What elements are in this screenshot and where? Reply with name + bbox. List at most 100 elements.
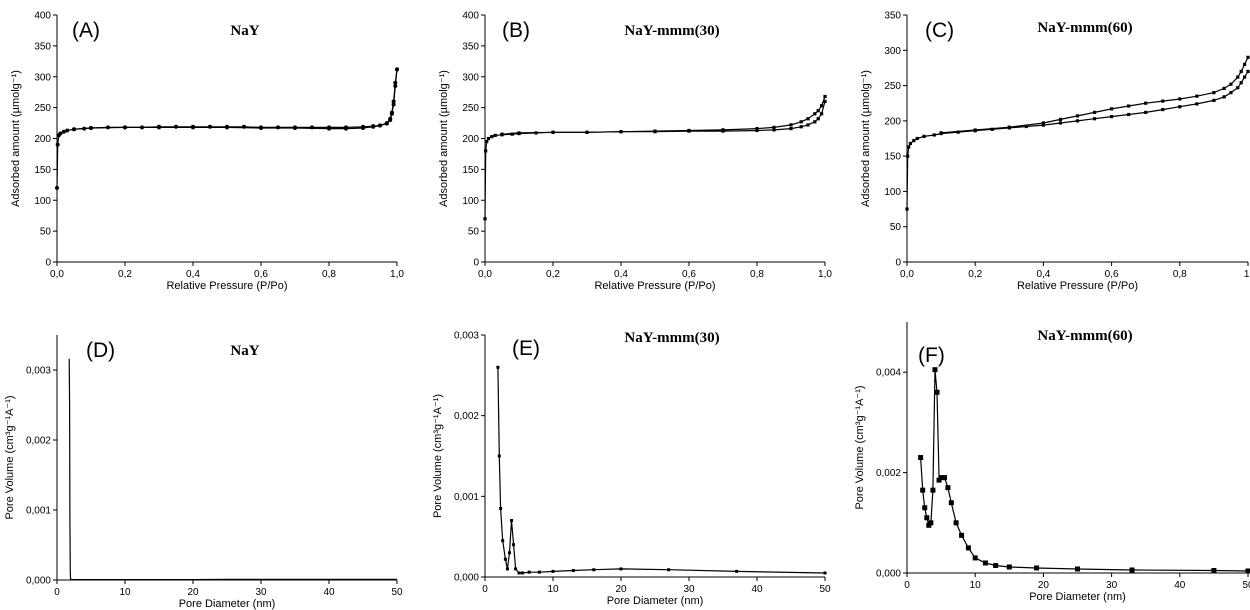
x-tick-label: 30 (255, 587, 267, 598)
data-point (89, 126, 93, 131)
data-point (1024, 124, 1028, 129)
data-point (512, 543, 516, 547)
y-tick-label: 0,000 (454, 573, 479, 584)
data-point (1041, 123, 1045, 127)
y-tick-label: 350 (884, 11, 901, 22)
data-point (391, 99, 396, 104)
data-point (930, 487, 936, 493)
data-point (1129, 567, 1135, 573)
y-tick-label: 0 (473, 258, 479, 269)
data-point (1144, 101, 1148, 105)
data-point (72, 127, 76, 132)
data-point (510, 132, 514, 136)
data-point (551, 569, 555, 573)
data-point (293, 126, 297, 131)
x-tick-label: 0 (54, 587, 60, 598)
data-point (1239, 81, 1243, 85)
y-tick-label: 0,004 (876, 368, 901, 379)
data-point (58, 131, 63, 136)
data-point (395, 67, 399, 72)
data-point (813, 120, 817, 124)
data-point (486, 136, 490, 141)
y-tick-label: 150 (462, 165, 479, 176)
x-tick-label: 0,2 (118, 269, 132, 280)
x-tick-label: 40 (1174, 580, 1186, 591)
data-point (772, 128, 776, 132)
y-tick-label: 200 (884, 116, 901, 127)
chart-panel-e: 0 10 20 30 40 50 0,000 0,001 0,002 0,003 Pore Diam… (432, 330, 831, 607)
data-point (619, 567, 623, 571)
data-point (378, 123, 382, 128)
x-tick-label: 0,8 (322, 269, 336, 280)
data-point (755, 128, 759, 133)
data-point (755, 127, 759, 131)
panel-title: NaY (230, 343, 259, 359)
data-point (520, 571, 524, 575)
x-tick-label: 1,0 (390, 269, 404, 280)
y-tick-label: 200 (462, 134, 479, 145)
x-tick-label: 10 (547, 584, 559, 595)
data-point (505, 567, 509, 571)
x-tick-label: 50 (819, 584, 831, 595)
data-point (912, 139, 916, 143)
x-tick-label: 0,4 (1036, 269, 1050, 280)
y-tick-label: 0 (45, 258, 51, 269)
axis-lines (56, 15, 397, 263)
data-point (497, 454, 501, 458)
data-point (789, 123, 793, 127)
x-tick-label: 0,6 (682, 269, 696, 280)
y-tick-label: 150 (884, 152, 901, 163)
data-point (592, 568, 596, 572)
data-point (1058, 117, 1063, 122)
y-tick-label: 0,000 (26, 576, 51, 587)
data-point (820, 112, 824, 116)
data-point (65, 128, 70, 133)
y-tick-label: 300 (34, 72, 51, 83)
y-axis-label: Adsorbed amount (µmolg⁻¹) (860, 70, 872, 207)
y-tick-label: 250 (34, 103, 51, 114)
x-tick-label: 0,2 (546, 269, 560, 280)
data-point (813, 112, 817, 116)
data-point (276, 125, 280, 130)
data-point (932, 367, 938, 373)
data-point (493, 133, 497, 138)
y-tick-label: 400 (462, 11, 479, 22)
data-point (1110, 107, 1114, 111)
data-point (123, 125, 127, 130)
y-tick-label: 100 (34, 196, 51, 207)
x-tick-label: 0,0 (50, 269, 64, 280)
series-line (501, 96, 826, 135)
data-point (1075, 114, 1080, 118)
data-point (61, 129, 66, 134)
x-tick-label: 0,6 (254, 269, 268, 280)
data-point (208, 124, 212, 129)
data-point (1161, 99, 1165, 103)
data-point (225, 125, 229, 130)
panel-letter: (D) (86, 339, 115, 362)
axis-lines (56, 335, 397, 581)
data-point (915, 136, 919, 141)
data-point (953, 520, 959, 526)
data-point (924, 515, 930, 521)
data-point (571, 569, 575, 573)
x-axis-label: Pore Diameter (nm) (179, 598, 276, 610)
data-point (501, 539, 505, 543)
data-point (982, 560, 988, 566)
y-tick-label: 100 (462, 196, 479, 207)
data-point (907, 145, 911, 149)
y-tick-label: 400 (34, 11, 51, 22)
series-line (920, 369, 1249, 572)
data-point (483, 217, 487, 221)
x-tick-label: 0,0 (478, 269, 492, 280)
y-tick-label: 0,003 (26, 366, 51, 377)
data-point (789, 127, 793, 131)
x-tick-label: 0 (904, 580, 910, 591)
x-tick-label: 50 (391, 587, 403, 598)
data-point (972, 555, 978, 561)
data-point (939, 131, 943, 135)
data-point (1222, 95, 1226, 99)
panel-letter: (B) (502, 19, 530, 42)
data-point (537, 570, 541, 574)
y-tick-label: 0 (895, 258, 901, 269)
